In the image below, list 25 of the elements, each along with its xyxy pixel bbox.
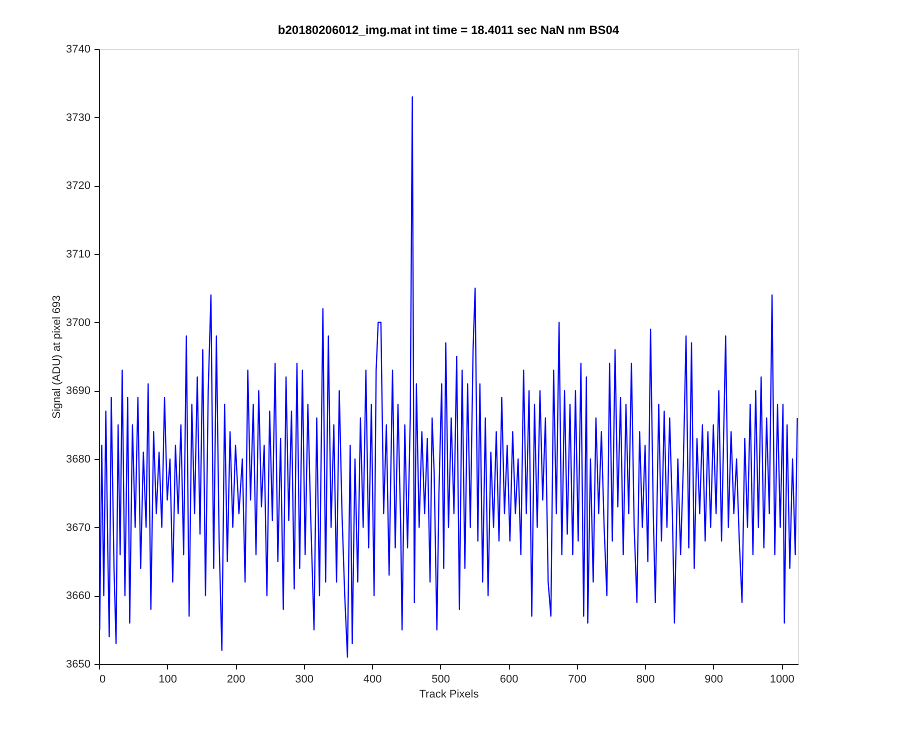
x-tick-label: 600 — [500, 674, 518, 686]
chart-title: b20180206012_img.mat int time = 18.4011 sec NaN nm BS04 — [278, 23, 620, 37]
x-tick-label: 700 — [568, 674, 587, 686]
y-tick-label: 3650 — [66, 658, 90, 670]
x-tick-label: 400 — [363, 674, 382, 686]
x-tick-label: 1000 — [770, 674, 794, 686]
y-tick-label: 3660 — [66, 590, 90, 602]
y-tick-label: 3680 — [66, 454, 90, 466]
x-tick-label: 100 — [158, 674, 177, 686]
y-tick-label: 3710 — [66, 248, 90, 260]
y-axis-title: Signal (ADU) at pixel 693 — [51, 295, 64, 419]
x-tick-label: 500 — [432, 674, 450, 686]
y-tick-label: 3690 — [66, 385, 90, 398]
x-tick-label: 200 — [226, 674, 246, 686]
line-series — [99, 96, 798, 658]
y-tick-label: 3700 — [66, 316, 90, 329]
x-tick-label: 900 — [704, 674, 724, 686]
x-tick-label: 800 — [636, 674, 655, 686]
y-tick-label: 3720 — [66, 180, 90, 192]
y-tick-label: 3670 — [66, 522, 90, 534]
x-tick-label: 0 — [100, 674, 106, 686]
x-axis-title: Track Pixels — [419, 688, 480, 700]
y-tick-label: 3730 — [66, 112, 90, 124]
x-tick-label: 300 — [295, 674, 314, 686]
y-tick-label: 3740 — [66, 44, 90, 56]
